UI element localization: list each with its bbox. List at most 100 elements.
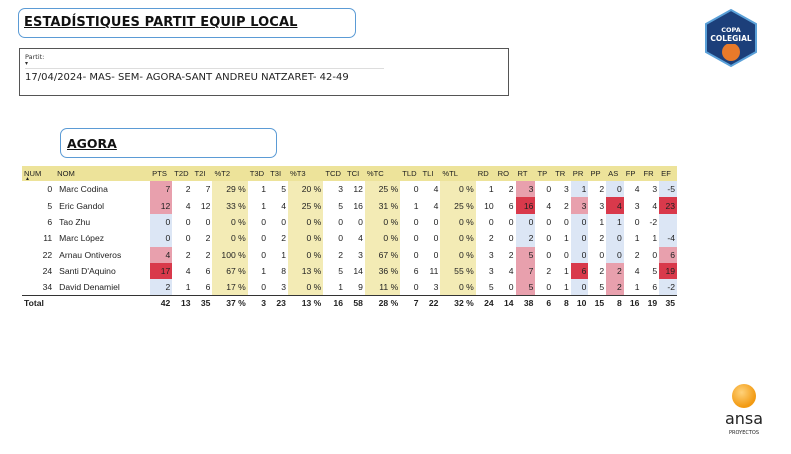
stat-cell: 11: [43, 233, 53, 244]
filter-selected-value[interactable]: 17/04/2024- MAS- SEM- AGORA-SANT ANDREU …: [25, 72, 349, 83]
stat-cell: 0: [606, 230, 624, 247]
column-header-rd[interactable]: RD: [475, 166, 496, 181]
column-header-tp[interactable]: TP: [535, 166, 554, 181]
stat-cell: 1: [570, 181, 589, 198]
stat-cell: 1: [652, 233, 658, 244]
total-cell: 38: [515, 295, 536, 310]
stat-cell: 3: [358, 249, 363, 260]
stat-cell: 0: [433, 249, 439, 260]
stat-cell: 0: [570, 213, 589, 231]
stat-cell: 17 %: [212, 279, 248, 296]
column-header-tr[interactable]: TR: [553, 166, 571, 181]
stat-cell: 0: [47, 184, 53, 195]
stat-cell: 12: [200, 200, 211, 211]
match-filter-slicer[interactable]: Partit: ▾ 17/04/2024- MAS- SEM- AGORA-SA…: [19, 48, 509, 96]
stat-cell: 3: [599, 200, 605, 211]
stat-cell: 6: [205, 282, 211, 293]
stat-cell: -4: [659, 230, 677, 247]
stat-cell: 8: [281, 266, 286, 277]
column-header-pr[interactable]: PR: [570, 166, 589, 181]
stat-cell: 0 %: [440, 181, 476, 198]
stat-cell: 4: [634, 266, 640, 277]
column-header-pts[interactable]: PTS: [150, 166, 173, 181]
stat-cell: 19: [659, 262, 677, 280]
stat-cell: 0: [546, 184, 552, 195]
stat-cell: 0: [338, 216, 343, 227]
copa-colegial-logo: COPA COLEGIAL: [705, 8, 757, 68]
stat-cell: 2: [205, 249, 211, 260]
stat-cell: 0: [150, 230, 173, 247]
stat-cell: 7: [150, 181, 173, 198]
total-cell: 19: [641, 295, 660, 310]
stat-cell: 3: [488, 249, 494, 260]
chevron-down-icon[interactable]: ▾: [25, 60, 29, 67]
stat-cell: 0: [488, 216, 494, 227]
column-header-tld[interactable]: TLD: [400, 166, 421, 181]
column-header-fp[interactable]: FP: [623, 166, 642, 181]
stat-cell: 1: [261, 184, 267, 195]
column-header-rt[interactable]: RT: [515, 166, 536, 181]
column-header-tcd[interactable]: TCD: [323, 166, 345, 181]
sort-ascending-icon[interactable]: ▲: [25, 176, 30, 182]
column-header-pct-t3[interactable]: %T3: [287, 166, 324, 181]
stat-cell: 0: [261, 216, 267, 227]
column-header-pct-t2[interactable]: %T2: [212, 166, 248, 181]
stat-cell: 31 %: [364, 197, 401, 214]
stat-cell: 1: [261, 266, 267, 277]
total-cell: 8: [553, 295, 571, 310]
stat-cell: 2: [606, 279, 624, 296]
stat-cell: 0: [261, 233, 267, 244]
column-header-ro[interactable]: RO: [495, 166, 516, 181]
stat-cell: 0: [515, 213, 536, 231]
total-cell: 10: [570, 295, 589, 310]
stat-cell: 0: [570, 230, 589, 247]
total-cell: 13: [172, 295, 193, 310]
column-header-t3i[interactable]: T3I: [268, 166, 288, 181]
column-header-t3d[interactable]: T3D: [247, 166, 269, 181]
column-header-pct-tl[interactable]: %TL: [440, 166, 476, 181]
stat-cell: 5: [652, 266, 658, 277]
stat-cell: 2: [488, 233, 494, 244]
column-header-t2i[interactable]: T2I: [192, 166, 213, 181]
column-header-pp[interactable]: PP: [588, 166, 607, 181]
column-header-tci[interactable]: TCI: [344, 166, 365, 181]
column-header-tli[interactable]: TLI: [420, 166, 441, 181]
column-header-as[interactable]: AS: [606, 166, 624, 181]
stat-cell: 2: [205, 233, 211, 244]
stat-cell: 2: [564, 200, 569, 211]
total-cell: 35: [192, 295, 213, 310]
stat-cell: 23: [659, 197, 677, 214]
team-name: AGORA: [67, 136, 117, 151]
stat-cell: 24: [42, 266, 53, 277]
stat-cell: 2: [599, 184, 605, 195]
player-name-cell: Eric Gandol: [59, 200, 105, 211]
column-header-nom[interactable]: NOM: [55, 166, 151, 181]
stat-cell: 0: [564, 216, 569, 227]
column-header-t2d[interactable]: T2D: [172, 166, 193, 181]
stat-cell: 14: [353, 266, 363, 277]
total-cell: 32 %: [440, 295, 476, 310]
stat-cell: 33 %: [212, 197, 248, 214]
column-header-ef[interactable]: EF: [659, 166, 677, 181]
table-row: 22 Arnau Ontiveros 4 2 2 100 % 0 1 0 % 2 3 67 % 0 0 0 …: [22, 246, 677, 263]
stat-cell: 3: [488, 266, 494, 277]
stat-cell: 0 %: [287, 279, 324, 296]
column-header-pct-tc[interactable]: %TC: [364, 166, 401, 181]
total-cell: 24: [475, 295, 496, 310]
filter-label: Partit:: [25, 53, 45, 61]
stat-cell: 0: [413, 249, 419, 260]
total-cell: 16: [323, 295, 345, 310]
stat-cell: 0: [281, 216, 286, 227]
stat-cell: 34: [42, 282, 53, 293]
stat-cell: 6: [413, 266, 419, 277]
stat-cell: 1: [185, 282, 191, 293]
stat-cell: 16: [353, 200, 363, 211]
stat-cell: 0: [413, 282, 419, 293]
column-header-num[interactable]: NUM ▲: [22, 166, 56, 182]
total-cell: 16: [623, 295, 642, 310]
stat-cell: 0 %: [440, 230, 476, 247]
column-header-fr[interactable]: FR: [641, 166, 660, 181]
stat-cell: 4: [634, 184, 640, 195]
stat-cell: 16: [515, 197, 536, 214]
stat-cell: 67 %: [212, 262, 248, 280]
